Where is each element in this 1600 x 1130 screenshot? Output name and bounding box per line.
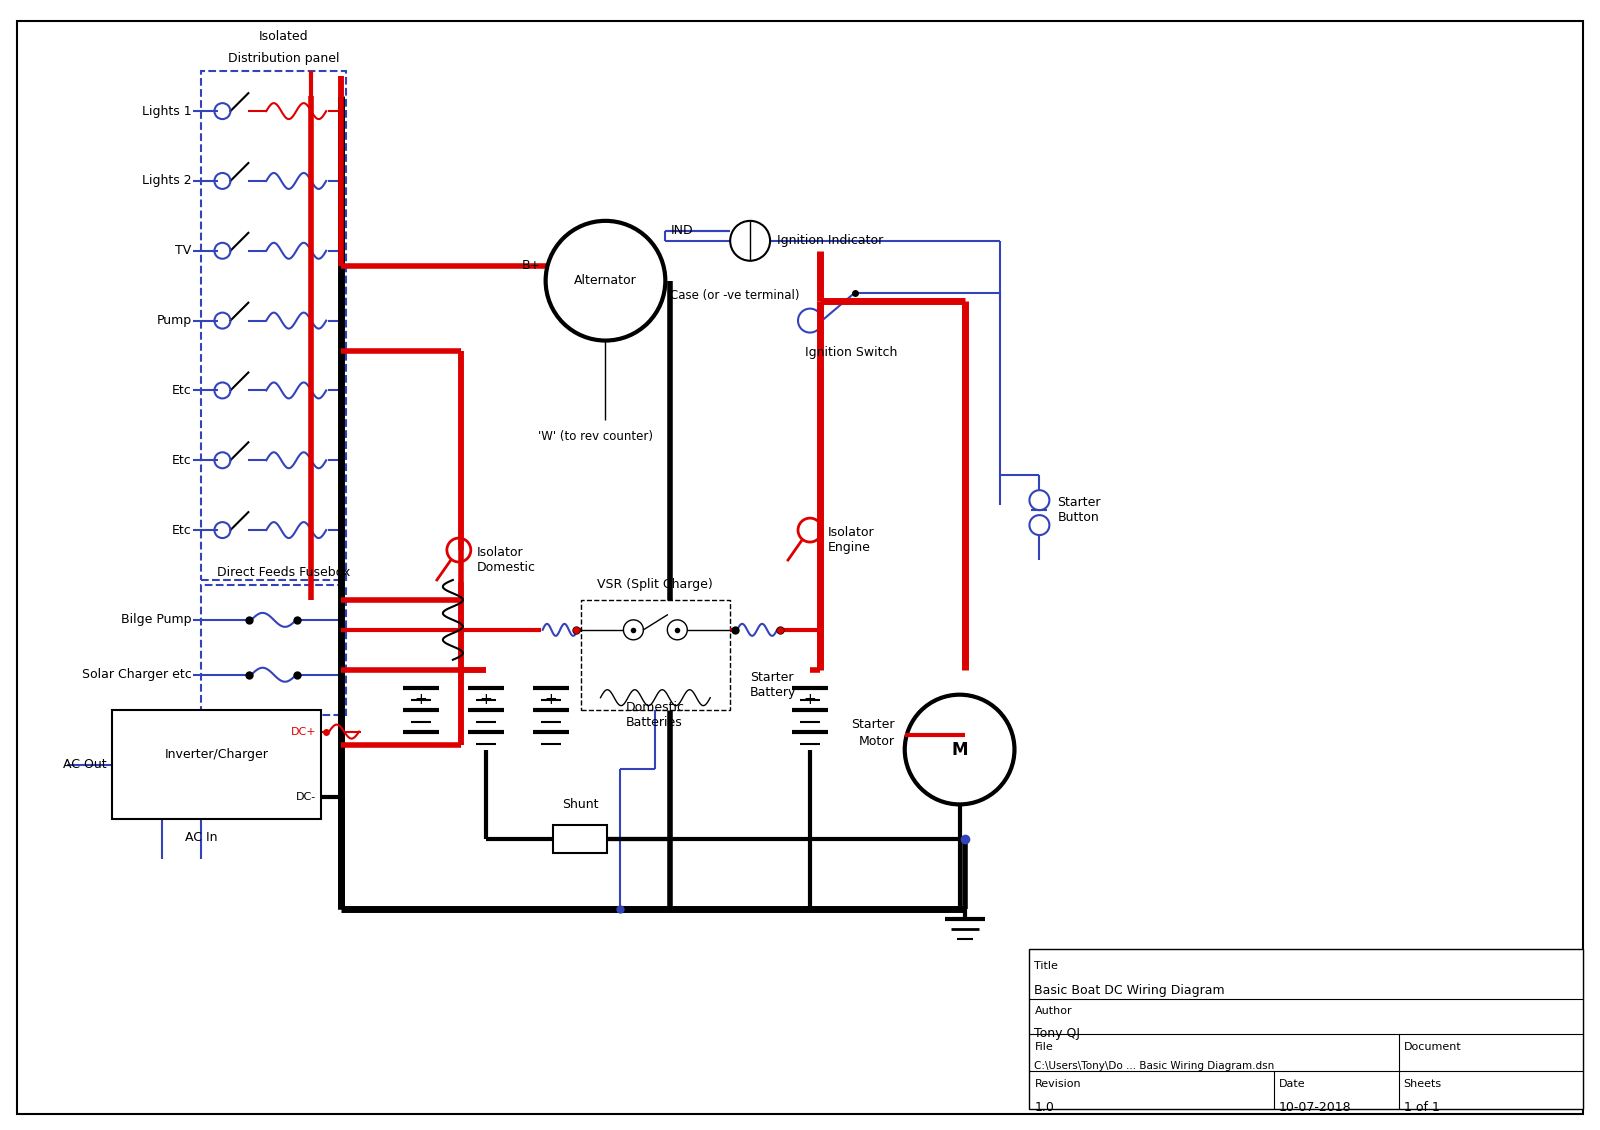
Text: Etc: Etc [171, 523, 192, 537]
Text: Starter
Battery: Starter Battery [750, 671, 797, 698]
Text: Document: Document [1403, 1042, 1461, 1052]
Text: Basic Boat DC Wiring Diagram: Basic Boat DC Wiring Diagram [1035, 984, 1226, 997]
Text: Lights 1: Lights 1 [142, 105, 192, 118]
Text: IND: IND [670, 225, 693, 237]
Text: Sheets: Sheets [1403, 1079, 1442, 1088]
Text: DC-: DC- [296, 792, 317, 802]
FancyBboxPatch shape [1029, 949, 1582, 1109]
Text: DC+: DC+ [291, 727, 317, 737]
Text: Lights 2: Lights 2 [142, 174, 192, 188]
Text: 1 of 1: 1 of 1 [1403, 1101, 1440, 1114]
Text: 1.0: 1.0 [1035, 1101, 1054, 1114]
Text: Case (or -ve terminal): Case (or -ve terminal) [670, 289, 800, 302]
Text: Etc: Etc [171, 384, 192, 397]
Text: Direct Feeds Fusebox: Direct Feeds Fusebox [218, 566, 350, 580]
Text: AC In: AC In [186, 831, 218, 844]
Text: Date: Date [1278, 1079, 1306, 1088]
Text: VSR (Split Charge): VSR (Split Charge) [597, 579, 714, 591]
FancyBboxPatch shape [552, 825, 608, 853]
Text: TV: TV [176, 244, 192, 258]
Text: 10-07-2018: 10-07-2018 [1278, 1101, 1352, 1114]
Text: Bilge Pump: Bilge Pump [122, 614, 192, 626]
Text: Starter: Starter [851, 718, 894, 731]
Text: Ignition Switch: Ignition Switch [805, 346, 898, 358]
Text: M: M [952, 740, 968, 758]
Text: Solar Charger etc: Solar Charger etc [82, 668, 192, 681]
FancyBboxPatch shape [581, 600, 730, 710]
Text: 'W' (to rev counter): 'W' (to rev counter) [538, 431, 653, 443]
Text: Pump: Pump [157, 314, 192, 327]
Text: C:\Users\Tony\Do ... Basic Wiring Diagram.dsn: C:\Users\Tony\Do ... Basic Wiring Diagra… [1035, 1061, 1275, 1071]
Text: +: + [803, 693, 816, 707]
Text: Isolator
Domestic: Isolator Domestic [477, 546, 536, 574]
Text: Starter
Button: Starter Button [1058, 496, 1101, 524]
Circle shape [546, 220, 666, 340]
Text: Shunt: Shunt [562, 799, 598, 811]
Text: File: File [1035, 1042, 1053, 1052]
Circle shape [904, 695, 1014, 805]
Text: Title: Title [1035, 960, 1058, 971]
Text: Isolated: Isolated [259, 29, 309, 43]
Text: B+: B+ [522, 259, 541, 272]
Text: Inverter/Charger: Inverter/Charger [165, 748, 269, 760]
Text: Etc: Etc [171, 454, 192, 467]
FancyBboxPatch shape [112, 710, 322, 819]
Text: +: + [414, 693, 427, 707]
Text: +: + [544, 693, 557, 707]
Text: Tony QJ: Tony QJ [1035, 1027, 1080, 1040]
Text: Domestic
Batteries: Domestic Batteries [626, 701, 685, 729]
Text: Revision: Revision [1035, 1079, 1082, 1088]
Text: Author: Author [1035, 1006, 1072, 1016]
Text: Isolator
Engine: Isolator Engine [827, 527, 875, 554]
Text: Motor: Motor [859, 734, 894, 748]
Text: Alternator: Alternator [574, 275, 637, 287]
Text: Distribution panel: Distribution panel [229, 52, 339, 64]
Text: AC Out: AC Out [62, 758, 107, 771]
Text: Ignition Indicator: Ignition Indicator [778, 234, 883, 247]
Text: +: + [480, 693, 493, 707]
